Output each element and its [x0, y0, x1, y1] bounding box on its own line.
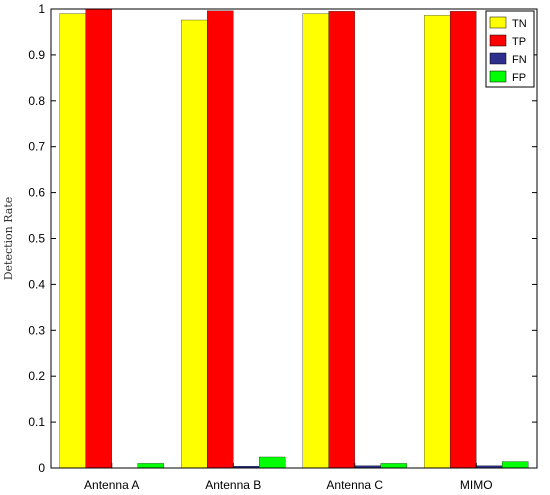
bar-fp-antenna-b	[259, 456, 286, 469]
bar-tn-mimo	[424, 15, 451, 469]
y-tick-label: 0.6	[28, 186, 45, 200]
y-tick-label: 1	[38, 2, 45, 16]
bar-tn-antenna-b	[181, 19, 208, 469]
y-tick-label: 0.8	[28, 94, 45, 108]
y-axis-title: Detection Rate	[2, 197, 15, 281]
bar-fp-mimo	[502, 461, 529, 469]
x-tick-label: MIMO	[460, 478, 493, 492]
bar-fp-antenna-a	[137, 463, 164, 469]
bar-tp-mimo	[450, 11, 477, 469]
y-tick-label: 0.7	[28, 140, 45, 154]
legend-swatch-fp	[489, 70, 507, 83]
x-axis: Antenna A Antenna B Antenna C MIMO	[84, 463, 493, 492]
y-tick-label: 0.9	[28, 48, 45, 62]
y-tick-label: 0.5	[28, 232, 45, 246]
y-tick-label: 0.1	[28, 415, 45, 429]
legend-swatch-tp	[489, 34, 507, 47]
x-tick-label: Antenna A	[84, 478, 139, 492]
bar-tn-antenna-c	[302, 13, 329, 469]
y-tick-label: 0.3	[28, 323, 45, 337]
bar-tn-antenna-a	[59, 13, 86, 469]
x-tick-label: Antenna B	[205, 478, 261, 492]
legend: TN TP FN FP	[485, 10, 535, 88]
legend-swatch-tn	[489, 16, 507, 29]
legend-label-fp: FP	[512, 72, 526, 84]
y-axis: 0 0.1 0.2 0.3 0.4 0.5 0.6 0.7 0.8 0.9 1	[28, 2, 537, 475]
legend-label-tp: TP	[512, 36, 526, 48]
bar-tp-antenna-a	[85, 8, 112, 469]
y-tick-label: 0	[38, 461, 45, 475]
y-tick-label: 0.2	[28, 369, 45, 383]
bar-fp-antenna-c	[380, 463, 407, 469]
x-tick-label: Antenna C	[326, 478, 383, 492]
legend-label-fn: FN	[512, 54, 527, 66]
bar-tp-antenna-b	[207, 10, 234, 469]
legend-swatch-fn	[489, 52, 507, 65]
y-tick-label: 0.4	[28, 277, 45, 291]
bar-tp-antenna-c	[328, 11, 355, 469]
bars-group	[59, 8, 529, 469]
legend-label-tn: TN	[512, 18, 527, 30]
